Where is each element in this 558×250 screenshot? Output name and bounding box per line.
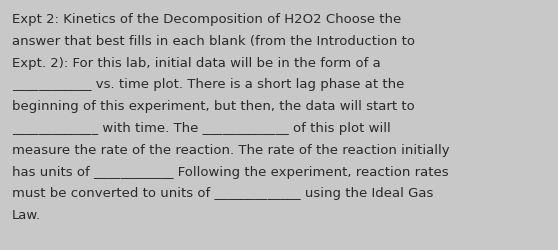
Text: answer that best fills in each blank (from the Introduction to: answer that best fills in each blank (fr… [12,35,415,48]
Text: Law.: Law. [12,208,41,221]
Text: must be converted to units of _____________ using the Ideal Gas: must be converted to units of __________… [12,187,434,200]
Text: ____________ vs. time plot. There is a short lag phase at the: ____________ vs. time plot. There is a s… [12,78,405,91]
Text: Expt. 2): For this lab, initial data will be in the form of a: Expt. 2): For this lab, initial data wil… [12,56,381,69]
Text: has units of ____________ Following the experiment, reaction rates: has units of ____________ Following the … [12,165,449,178]
Text: measure the rate of the reaction. The rate of the reaction initially: measure the rate of the reaction. The ra… [12,143,450,156]
Text: beginning of this experiment, but then, the data will start to: beginning of this experiment, but then, … [12,100,415,113]
Text: Expt 2: Kinetics of the Decomposition of H2O2 Choose the: Expt 2: Kinetics of the Decomposition of… [12,13,401,26]
Text: _____________ with time. The _____________ of this plot will: _____________ with time. The ___________… [12,122,391,134]
